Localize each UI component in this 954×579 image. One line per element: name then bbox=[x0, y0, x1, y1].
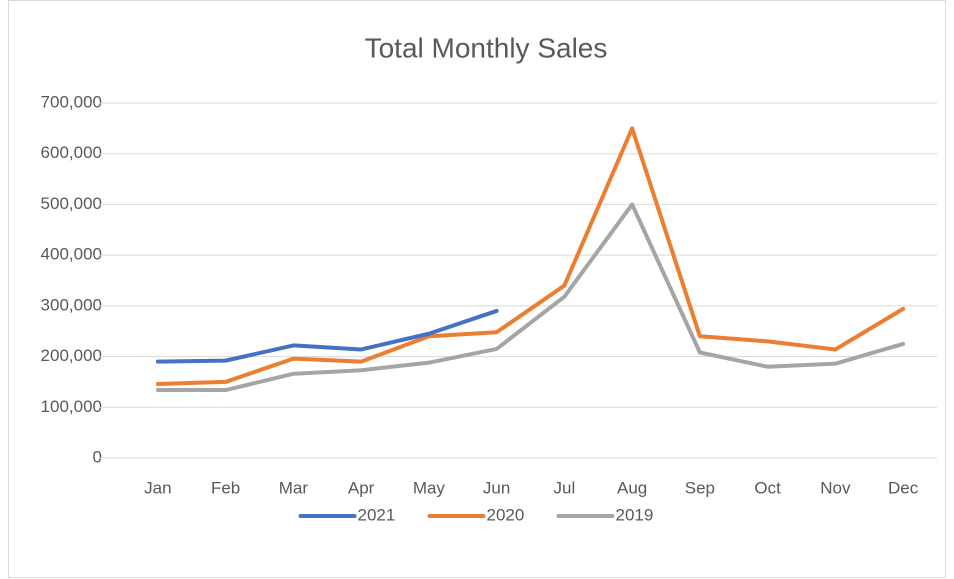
x-tick-label: Oct bbox=[754, 478, 781, 497]
x-tick-label: Mar bbox=[279, 478, 309, 497]
y-tick-label: 400,000 bbox=[41, 245, 102, 264]
y-tick-label: 700,000 bbox=[41, 92, 102, 111]
x-tick-label: Dec bbox=[888, 478, 919, 497]
y-tick-label: 200,000 bbox=[41, 346, 102, 365]
legend-label: 2019 bbox=[616, 505, 654, 524]
y-tick-label: 300,000 bbox=[41, 295, 102, 314]
series-line bbox=[155, 308, 499, 364]
series-line bbox=[155, 202, 906, 393]
x-tick-label: Jun bbox=[483, 478, 510, 497]
x-tick-label: Aug bbox=[617, 478, 647, 497]
x-tick-label: Feb bbox=[211, 478, 240, 497]
legend-label: 2021 bbox=[358, 505, 396, 524]
x-tick-label: Nov bbox=[820, 478, 851, 497]
y-tick-label: 500,000 bbox=[41, 194, 102, 213]
y-tick-label: 0 bbox=[93, 447, 102, 466]
chart-border bbox=[8, 0, 946, 578]
legend-label: 2020 bbox=[487, 505, 525, 524]
x-tick-label: Sep bbox=[685, 478, 715, 497]
x-tick-label: Apr bbox=[348, 478, 375, 497]
x-tick-label: May bbox=[413, 478, 446, 497]
x-tick-label: Jul bbox=[554, 478, 576, 497]
y-tick-label: 100,000 bbox=[41, 397, 102, 416]
x-tick-label: Jan bbox=[144, 478, 171, 497]
y-tick-label: 600,000 bbox=[41, 143, 102, 162]
series-line bbox=[155, 126, 906, 386]
chart-title: Total Monthly Sales bbox=[365, 32, 608, 63]
